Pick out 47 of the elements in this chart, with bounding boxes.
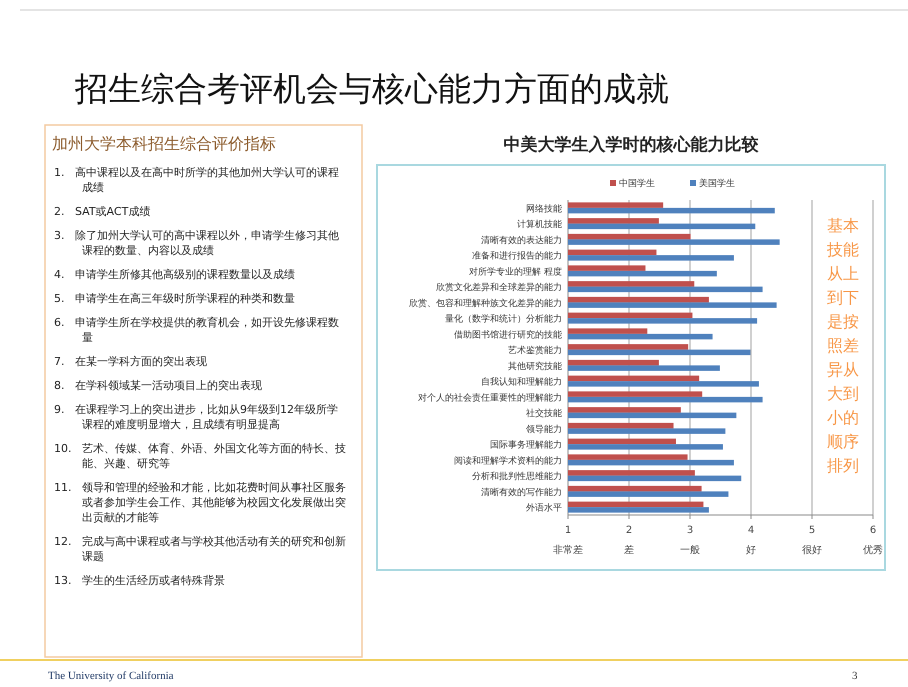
y-tick-label: 阅读和理解学术资料的能力 xyxy=(454,455,562,466)
y-tick-label: 欣赏文化差异和全球差异的能力 xyxy=(436,282,562,294)
legend-label: 中国学生 xyxy=(619,178,655,189)
y-tick-label: 国际事务理解能力 xyxy=(490,440,562,451)
y-tick-label: 自我认知和理解能力 xyxy=(481,376,562,388)
text: 基本技能从上到下是按照差异从大到小的顺序排列 xyxy=(827,216,859,475)
y-tick-label: 欣赏、包容和理解种族文化差异的能力 xyxy=(409,298,562,309)
x-tick-label: 3 一般 xyxy=(680,525,700,556)
x-tick-label: 4 好 xyxy=(746,525,756,556)
text: The University of California xyxy=(48,670,174,682)
y-tick-label: 外语水平 xyxy=(526,502,562,514)
y-tick-label: 其他研究技能 xyxy=(508,360,562,372)
x-tick-label: 6 优秀 xyxy=(863,525,883,556)
x-tick-label: 1 非常差 xyxy=(553,525,583,556)
y-tick-label: 量化（数学和统计）分析能力 xyxy=(445,314,562,325)
chart-title: 中美大学生入学时的核心能力比较 xyxy=(504,135,760,155)
text: 10. 艺术、传媒、体育、外语、外国文化等方面的特长、技能、兴趣、研究等 xyxy=(54,442,346,470)
text: 2. SAT或ACT成绩 xyxy=(54,205,150,218)
text: 7. 在某一学科方面的突出表现 xyxy=(54,355,207,368)
text: 3. 除了加州大学认可的高中课程以外，申请学生修习其他课程的数量、内容以及成绩 xyxy=(54,229,339,257)
text: 11. 领导和管理的经验和才能，比如花费时间从事社区服务或者参加学生会工作、其他能够为校园文化发展做出突出贡献的才能等 xyxy=(54,481,346,524)
y-tick-label: 网络技能 xyxy=(526,203,562,214)
text: 加州大学本科招生综合评价指标 xyxy=(52,134,276,153)
text: 13. 学生的生活经历或者特殊背景 xyxy=(54,574,225,587)
legend-label: 美国学生 xyxy=(699,178,735,189)
text: 招生综合考评机会与核心能力方面的成就 xyxy=(74,69,669,108)
text: 12. 完成与高中课程或者与学校其他活动有关的研究和创新课题 xyxy=(54,535,346,563)
y-tick-label: 清晰有效的表达能力 xyxy=(481,234,562,246)
y-tick-label: 借助图书馆进行研究的技能 xyxy=(454,329,562,340)
text: 5. 申请学生在高三年级时所学课程的种类和数量 xyxy=(54,292,295,305)
y-tick-label: 对个人的社会责任重要性的理解能力 xyxy=(418,392,562,404)
text: 4. 申请学生所修其他高级别的课程数量以及成绩 xyxy=(54,268,295,281)
y-tick-label: 分析和批判性思维能力 xyxy=(472,471,562,482)
y-tick-label: 领导能力 xyxy=(526,424,562,435)
x-tick-label: 5 很好 xyxy=(802,525,822,556)
y-tick-label: 计算机技能 xyxy=(517,219,562,230)
y-tick-label: 艺术鉴赏能力 xyxy=(508,345,562,356)
text: 9. 在课程学习上的突出进步，比如从9年级到12年级所学课程的难度明显增大，且成绩有明显提高 xyxy=(54,403,338,431)
text: 6. 申请学生所在学校提供的教育机会，如开设先修课程数量 xyxy=(54,316,339,344)
text: 1. 高中课程以及在高中时所学的其他加州大学认可的课程成绩 xyxy=(54,166,339,194)
text: 8. 在学科领域某一活动项目上的突出表现 xyxy=(54,379,262,392)
y-tick-label: 准备和进行报告的能力 xyxy=(472,250,562,262)
y-tick-label: 社交技能 xyxy=(526,408,562,420)
x-tick-label: 2 差 xyxy=(624,525,634,556)
text: 3 xyxy=(852,670,858,682)
y-tick-label: 对所学专业的理解 程度 xyxy=(469,266,562,278)
y-tick-label: 清晰有效的写作能力 xyxy=(481,486,562,498)
